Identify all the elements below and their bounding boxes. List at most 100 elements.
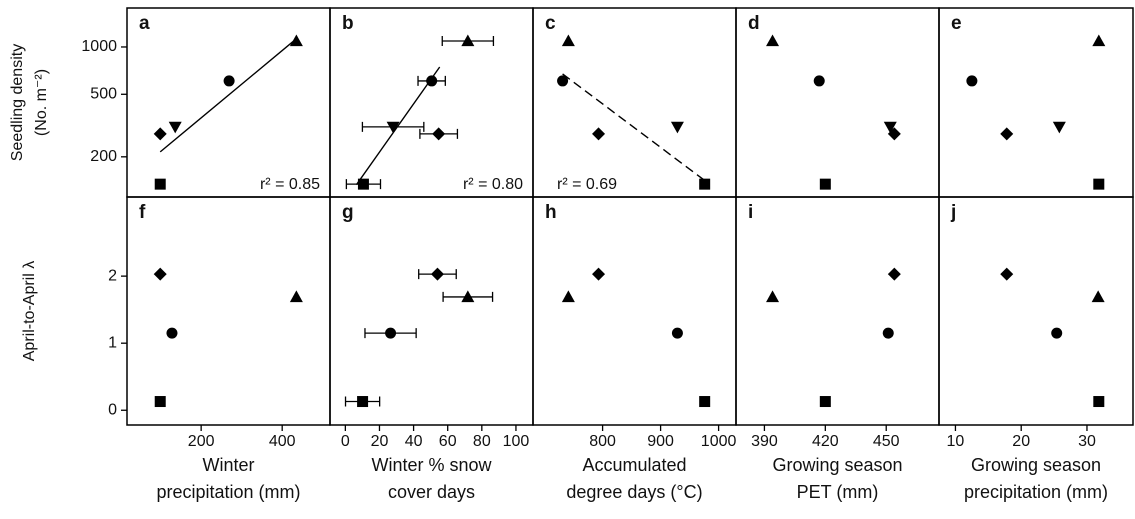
marker (153, 267, 167, 281)
panel-letter: e (951, 13, 962, 34)
x-axis-label: Winter % snow (371, 455, 492, 475)
x-tick-label: 390 (751, 433, 778, 450)
marker (461, 290, 475, 303)
marker (966, 75, 978, 87)
x-axis-label: precipitation (mm) (964, 482, 1108, 502)
panel-letter: j (950, 202, 956, 223)
x-axis-label: Winter (202, 455, 254, 475)
marker (385, 327, 397, 339)
x-tick-label: 1000 (701, 433, 737, 450)
marker (289, 34, 303, 47)
marker (1052, 121, 1066, 134)
marker (670, 121, 684, 134)
marker (289, 290, 303, 303)
x-axis-label: Accumulated (582, 455, 686, 475)
marker (699, 396, 711, 408)
panel-letter: g (342, 202, 354, 223)
panel-frame (126, 7, 331, 198)
marker (699, 178, 711, 190)
panel-frame (329, 7, 534, 198)
y-tick-label: 500 (90, 85, 117, 102)
marker (223, 75, 235, 87)
panel-letter: b (342, 13, 354, 34)
fit-line (159, 39, 295, 153)
y-axis-label: April-to-April λ (21, 261, 38, 361)
panel-letter: f (139, 202, 146, 223)
annotation: r² = 0.69 (557, 176, 617, 193)
marker (561, 290, 575, 303)
panel-letter: c (545, 13, 556, 34)
marker (426, 75, 438, 87)
panel-letter: h (545, 202, 557, 223)
marker (671, 327, 683, 339)
marker (1000, 267, 1014, 281)
y-tick-label: 2 (108, 267, 117, 284)
marker (1000, 127, 1014, 141)
x-tick-label: 0 (341, 433, 350, 450)
x-tick-label: 40 (405, 433, 423, 450)
x-tick-label: 100 (503, 433, 530, 450)
panel-letter: a (139, 13, 150, 34)
x-tick-label: 200 (188, 433, 215, 450)
marker (766, 34, 780, 47)
marker (1092, 34, 1106, 47)
y-tick-label: 200 (90, 148, 117, 165)
x-tick-label: 10 (947, 433, 965, 450)
x-tick-label: 30 (1078, 433, 1096, 450)
x-axis-label: PET (mm) (797, 482, 879, 502)
y-tick-label: 1000 (81, 38, 117, 55)
marker (557, 75, 569, 87)
marker (357, 178, 369, 190)
x-axis-label: Growing season (971, 455, 1101, 475)
marker (168, 121, 182, 134)
marker (1093, 178, 1105, 190)
x-tick-label: 400 (269, 433, 296, 450)
marker (1093, 396, 1105, 408)
y-tick-label: 0 (108, 401, 117, 418)
marker (813, 75, 825, 87)
x-axis-label: cover days (388, 482, 475, 502)
x-tick-label: 20 (371, 433, 389, 450)
x-axis-label: degree days (°C) (566, 482, 702, 502)
marker (357, 396, 369, 408)
panel-frame (329, 196, 534, 426)
annotation: r² = 0.85 (260, 176, 320, 193)
marker (882, 327, 894, 339)
marker (592, 127, 606, 141)
panel-frame (938, 7, 1134, 198)
marker (461, 34, 475, 47)
marker (153, 127, 167, 141)
x-axis-label: Growing season (772, 455, 902, 475)
marker (819, 396, 831, 408)
fit-line (355, 66, 441, 186)
y-axis-label: (No. m⁻²) (33, 69, 50, 136)
panel-letter: i (748, 202, 753, 223)
marker (883, 121, 897, 134)
marker (592, 267, 606, 281)
x-tick-label: 60 (439, 433, 457, 450)
x-tick-label: 20 (1012, 433, 1030, 450)
fit-line (562, 73, 708, 184)
marker (1051, 327, 1063, 339)
panel-frame (532, 7, 737, 198)
marker (430, 267, 444, 281)
marker (166, 327, 178, 339)
marker (766, 290, 780, 303)
annotation: r² = 0.80 (463, 176, 523, 193)
marker (561, 34, 575, 47)
marker (432, 127, 446, 141)
panel-frame (735, 196, 940, 426)
marker (887, 127, 901, 141)
panel-frame (532, 196, 737, 426)
x-tick-label: 420 (812, 433, 839, 450)
panel-frame (938, 196, 1134, 426)
marker (819, 178, 831, 190)
y-tick-label: 1 (108, 334, 117, 351)
marker (386, 121, 400, 134)
y-axis-label: Seedling density (9, 44, 26, 161)
marker (154, 178, 166, 190)
x-tick-label: 450 (873, 433, 900, 450)
marker (1091, 290, 1105, 303)
x-tick-label: 800 (589, 433, 616, 450)
